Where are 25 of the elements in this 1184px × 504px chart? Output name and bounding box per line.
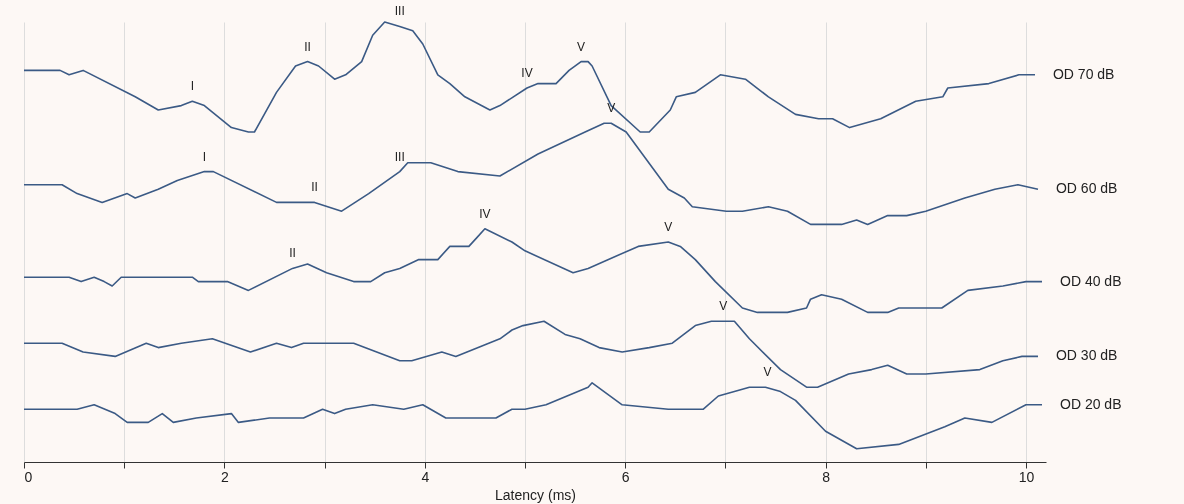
annotation: II (311, 180, 318, 195)
series-label: OD 30 dB (1055, 347, 1118, 364)
series-label: OD 40 dB (1059, 272, 1122, 289)
annotation: V (763, 365, 772, 380)
x-tick-label: 4 (421, 468, 430, 485)
annotation: III (394, 4, 405, 19)
annotation: II (289, 246, 296, 261)
annotation: V (577, 39, 586, 54)
annotation: I (190, 79, 194, 94)
annotation: II (304, 39, 311, 54)
x-tick-label: 8 (822, 468, 831, 485)
annotation: I (202, 149, 207, 164)
x-axis-title: Latency (ms) (495, 486, 576, 503)
annotation: V (664, 220, 673, 234)
annotation: III (394, 149, 405, 164)
x-tick-label: 0 (24, 468, 33, 485)
annotation: IV (479, 206, 491, 221)
annotation: IV (521, 66, 533, 80)
x-tick-label: 10 (1018, 468, 1035, 485)
x-tick-label: 2 (220, 468, 229, 485)
x-tick-label: 6 (621, 468, 630, 485)
series-label: OD 70 dB (1052, 65, 1115, 82)
annotation: V (719, 299, 728, 314)
series-label: OD 20 dB (1059, 395, 1122, 412)
series-label: OD 60 dB (1055, 180, 1118, 197)
